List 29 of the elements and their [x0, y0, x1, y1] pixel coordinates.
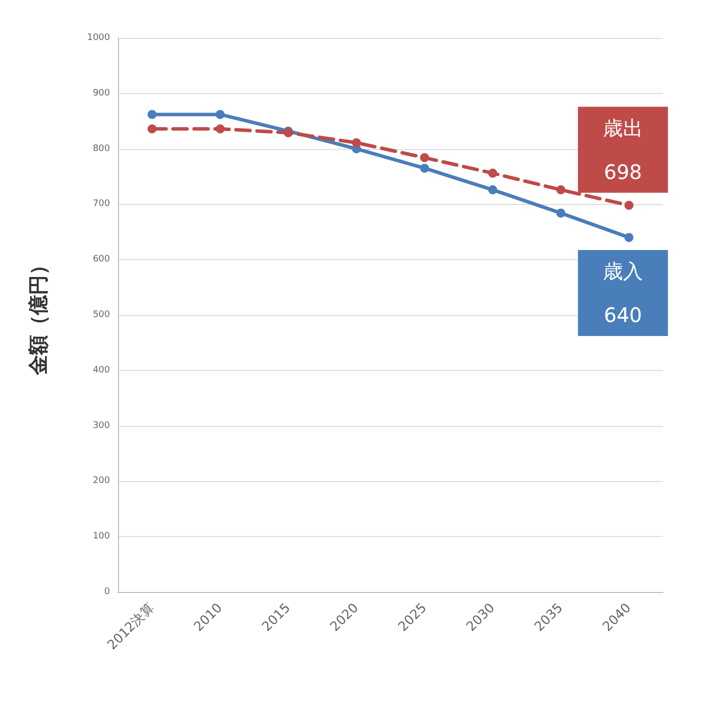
- series-label: 歳入: [602, 258, 643, 283]
- text: 歳出: [602, 116, 643, 140]
- point: [216, 124, 225, 134]
- point: [488, 168, 498, 178]
- point: [624, 200, 634, 210]
- y-tick-label: 300: [92, 420, 110, 431]
- data-label: 640: [604, 302, 642, 327]
- y-tick-label: 200: [92, 476, 110, 486]
- point: [420, 164, 430, 173]
- y-tick-label: 0: [104, 587, 110, 597]
- point: [556, 185, 566, 194]
- y-tick-label: 800: [92, 144, 110, 154]
- y-axis-title: 金額（億円）: [26, 255, 50, 376]
- y-tick-label: 1000: [87, 33, 110, 43]
- y-tick-label: 100: [92, 532, 110, 542]
- point: [216, 110, 225, 119]
- point: [148, 124, 157, 134]
- y-tick-label: 500: [92, 310, 110, 320]
- point: [624, 232, 634, 242]
- point: [148, 110, 157, 119]
- point: [420, 153, 430, 162]
- point: [488, 185, 498, 194]
- y-tick-label: 900: [92, 88, 110, 98]
- y-tick-label: 700: [92, 199, 110, 210]
- point: [352, 138, 361, 148]
- point: [556, 208, 566, 218]
- y-tick-label: 600: [92, 254, 110, 265]
- data-label: 698: [604, 160, 642, 184]
- y-tick-label: 400: [92, 365, 110, 376]
